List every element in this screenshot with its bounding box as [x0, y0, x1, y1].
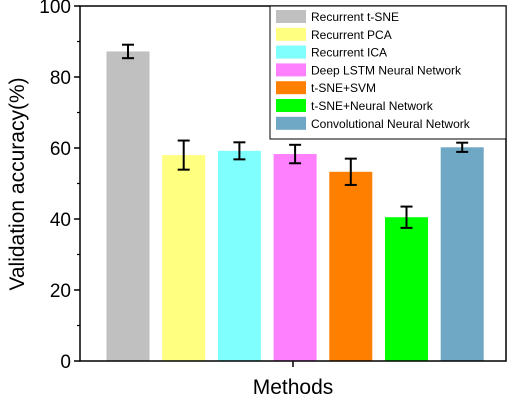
x-axis-title: Methods — [253, 376, 334, 399]
error-bar-4 — [344, 157, 357, 186]
error-bars-group — [122, 43, 469, 229]
legend-label-4: t-SNE+SVM — [311, 81, 376, 95]
legend-swatch-1 — [276, 27, 306, 41]
y-axis-tick-labels: 0 20 40 60 80 100 — [39, 0, 71, 373]
legend-swatch-0 — [276, 10, 306, 23]
bars-group — [106, 51, 484, 361]
bar-6 — [440, 147, 484, 361]
error-bar-6 — [456, 141, 469, 153]
legend-items: Recurrent t-SNE Recurrent PCA Recurrent IC… — [276, 10, 471, 131]
legend-label-0: Recurrent t-SNE — [311, 10, 399, 24]
bar-0 — [106, 51, 150, 361]
legend-swatch-4 — [276, 81, 306, 95]
bar-5 — [385, 217, 428, 361]
legend-label-1: Recurrent PCA — [311, 28, 392, 42]
legend-swatch-3 — [276, 63, 306, 77]
error-bar-3 — [289, 143, 302, 165]
bar-3 — [273, 154, 317, 361]
error-bar-1 — [177, 139, 190, 171]
y-tick-label: 0 — [60, 352, 71, 373]
y-tick-label: 100 — [39, 0, 71, 18]
bar-2 — [217, 150, 261, 361]
legend-label-6: Convolutional Neural Network — [311, 117, 471, 131]
legend-swatch-6 — [276, 116, 306, 130]
y-axis-ticks — [74, 5, 294, 367]
bar-4 — [329, 171, 373, 361]
y-tick-label: 80 — [50, 68, 71, 89]
legend-swatch-5 — [276, 99, 306, 112]
legend-swatch-2 — [276, 45, 306, 59]
y-tick-label: 40 — [50, 210, 71, 231]
y-axis-title: Validation accuracy(%) — [6, 77, 29, 290]
legend-label-3: Deep LSTM Neural Network — [311, 63, 462, 77]
legend-label-5: t-SNE+Neural Network — [311, 99, 434, 113]
y-tick-label: 60 — [50, 139, 71, 160]
y-tick-label: 20 — [50, 281, 71, 302]
error-bar-5 — [400, 205, 413, 229]
error-bar-0 — [122, 43, 134, 60]
bar-1 — [162, 155, 206, 361]
legend: Recurrent t-SNE Recurrent PCA Recurrent IC… — [269, 5, 507, 140]
legend-box — [269, 5, 507, 140]
legend-label-2: Recurrent ICA — [311, 46, 387, 60]
error-bar-2 — [233, 141, 246, 161]
